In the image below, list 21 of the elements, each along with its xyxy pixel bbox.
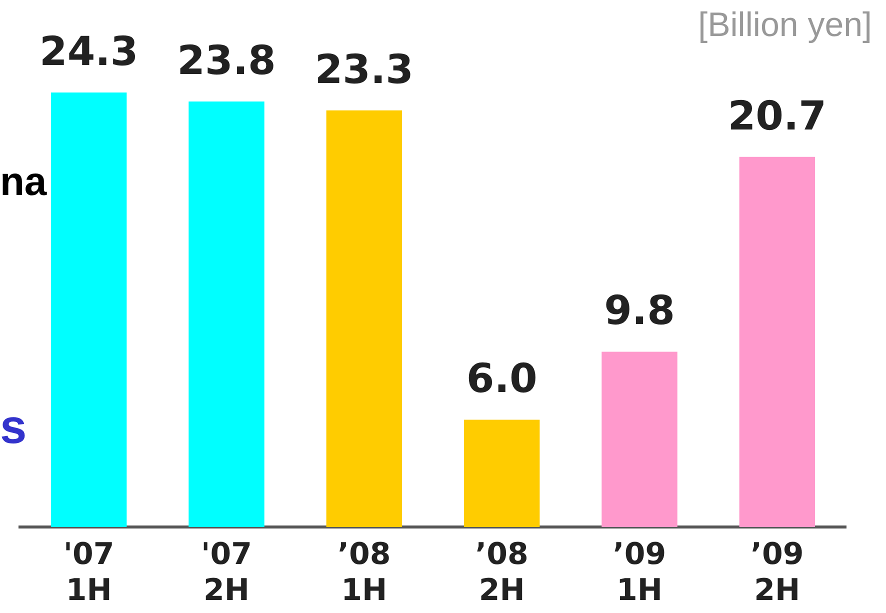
data-label: 20.7	[728, 93, 827, 140]
annotation: s	[0, 400, 27, 455]
x-tick-label: '07 2H	[201, 536, 252, 608]
bar	[464, 420, 540, 527]
bar	[50, 92, 127, 527]
data-label: 6.0	[466, 356, 538, 402]
bar	[602, 352, 678, 527]
bar	[739, 156, 816, 527]
data-label: 23.8	[177, 38, 276, 84]
annotation: na	[0, 160, 47, 205]
x-tick-label: ’09 2H	[750, 536, 804, 608]
text: [Billion yen]	[698, 6, 872, 45]
bar	[326, 110, 402, 527]
data-label: 23.3	[314, 46, 414, 93]
bar	[188, 101, 264, 527]
x-tick-label: '07 1H	[63, 536, 114, 608]
data-label: 24.3	[39, 28, 138, 75]
data-label: 9.8	[604, 288, 675, 334]
x-tick-label: ’08 1H	[338, 536, 391, 608]
x-tick-label: ’09 1H	[612, 536, 666, 608]
x-tick-label: ’08 2H	[475, 536, 528, 608]
